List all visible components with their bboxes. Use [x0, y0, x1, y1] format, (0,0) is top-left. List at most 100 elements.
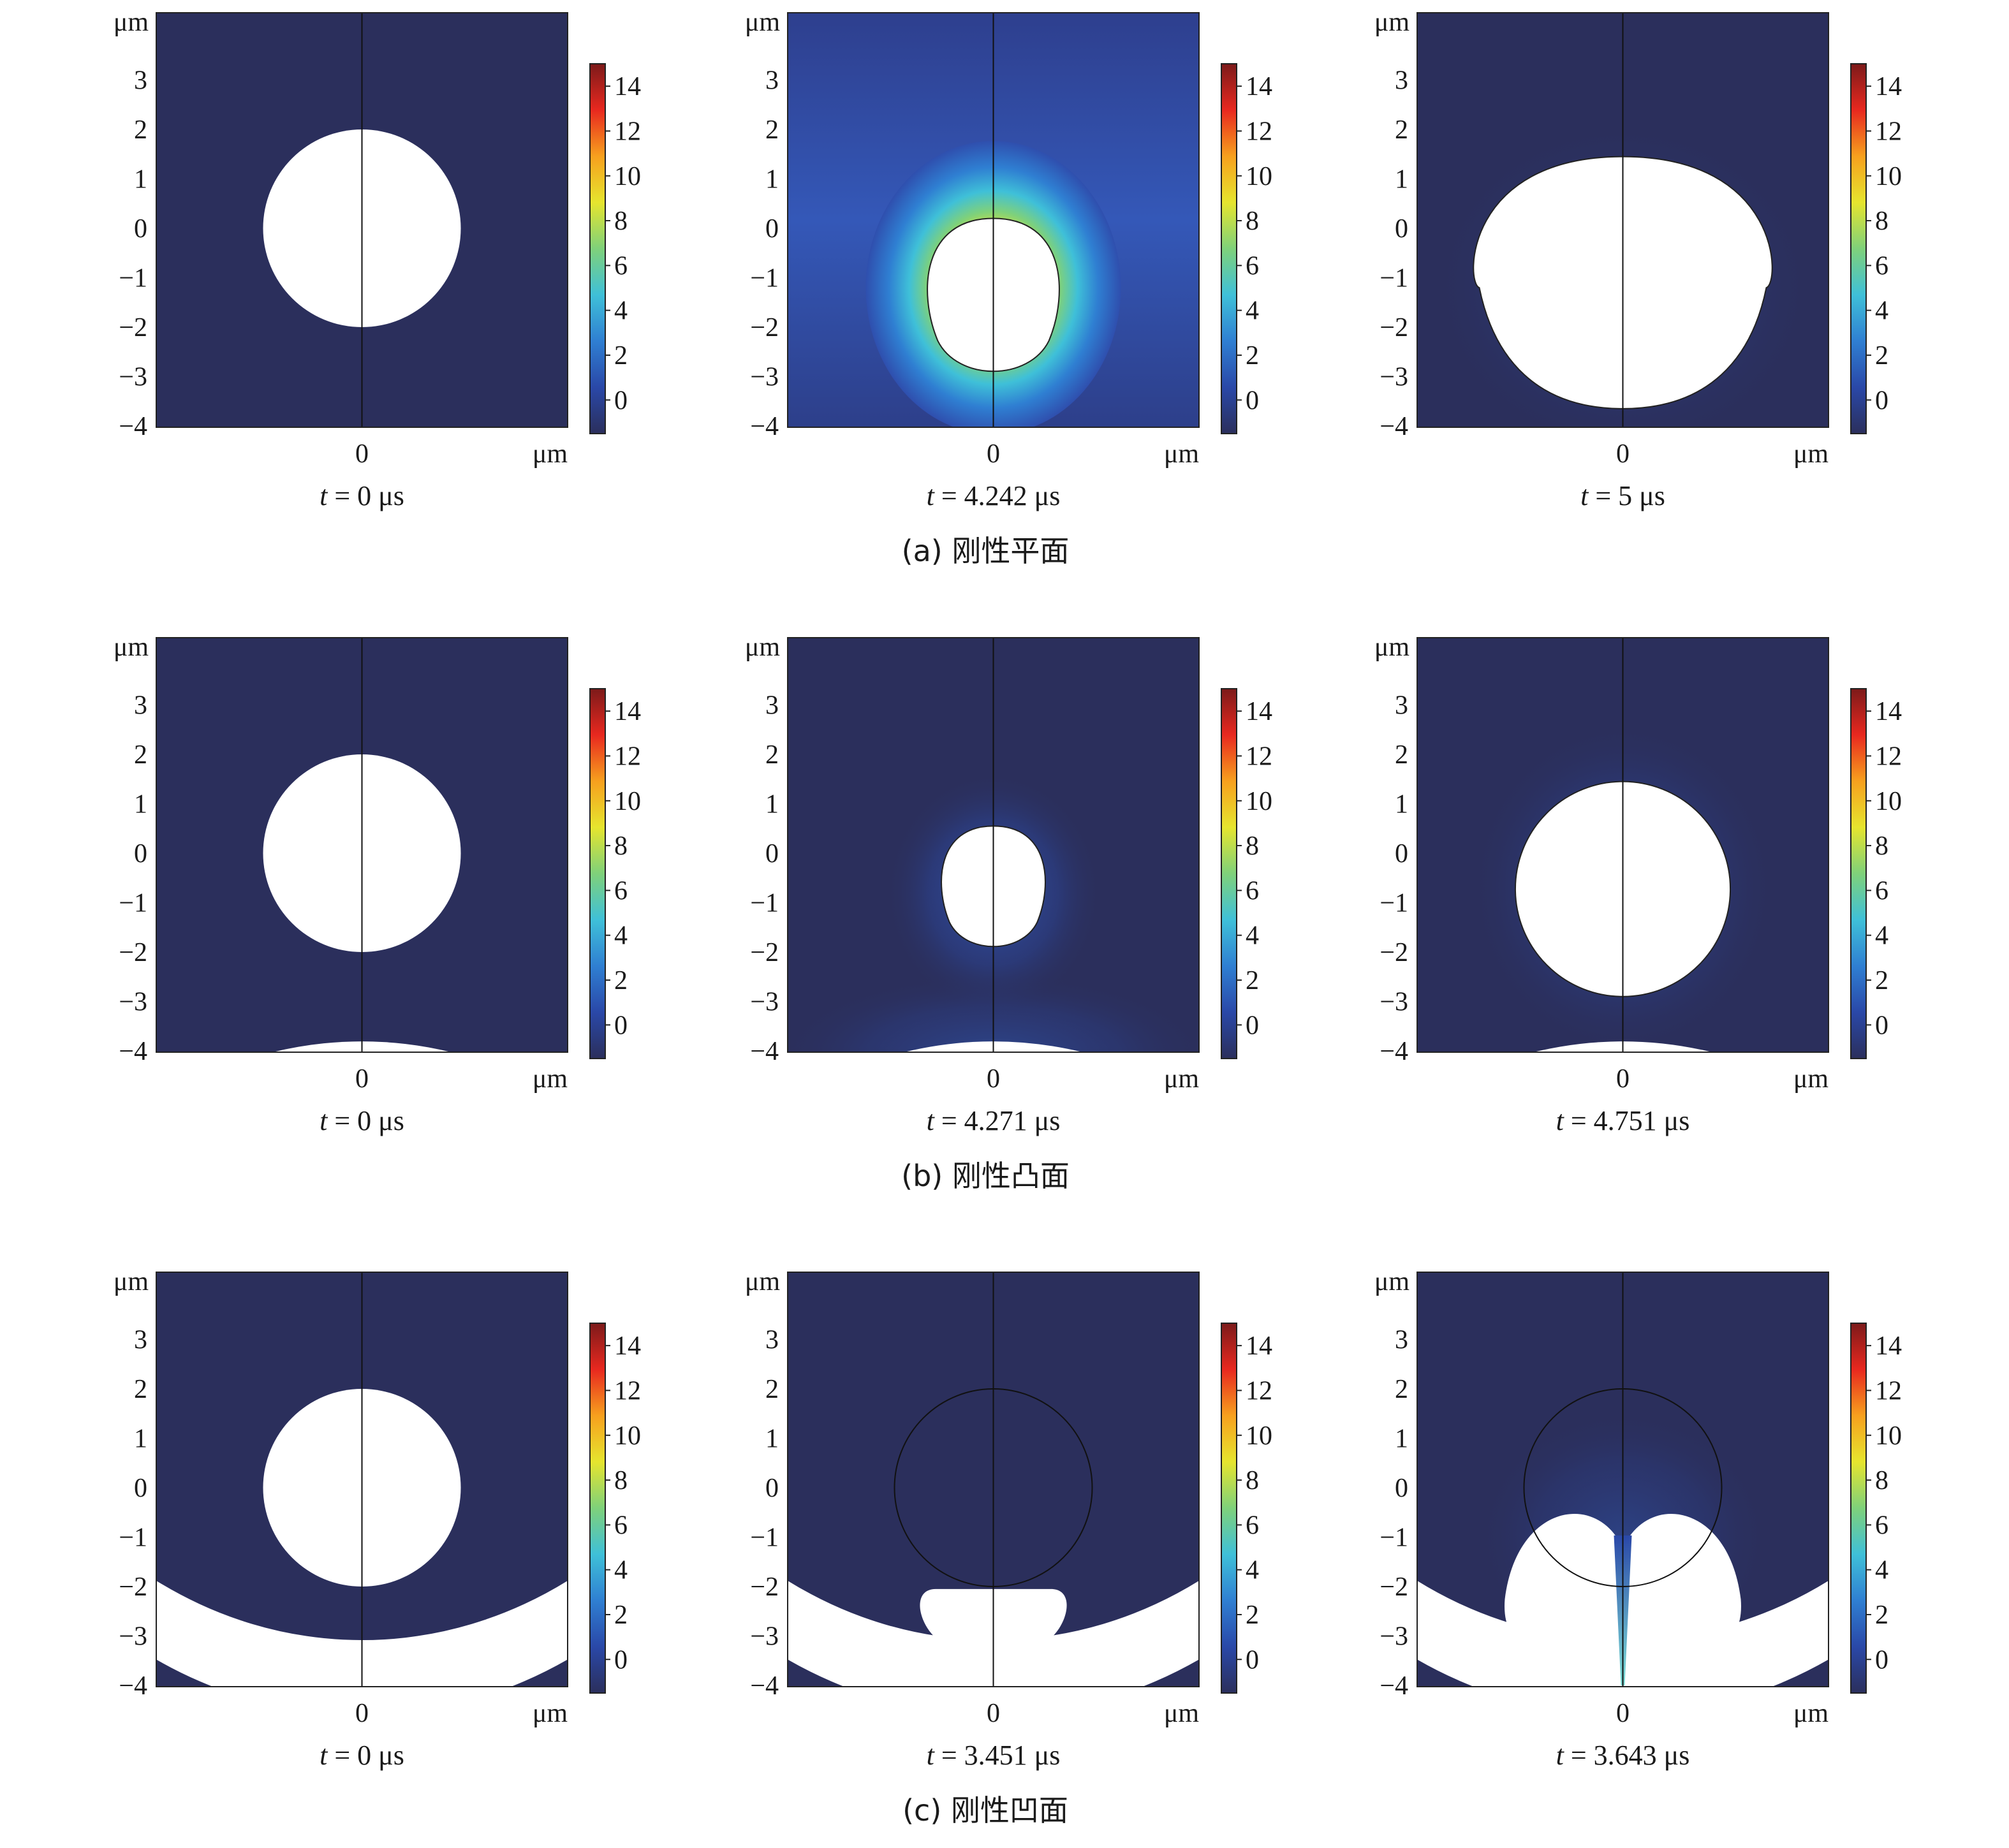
- y-tick-label: −3: [1380, 363, 1408, 392]
- y-tick-label: −3: [1380, 988, 1408, 1017]
- y-tick-label: 3: [134, 691, 147, 721]
- colorbar-tick-label: 4: [1246, 921, 1259, 951]
- colorbar-tick-label: 6: [614, 876, 628, 906]
- colorbar-tick-label: 4: [1875, 297, 1888, 326]
- colorbar-tick-label: 14: [614, 1331, 641, 1361]
- y-tick-label: −2: [1380, 313, 1408, 342]
- y-tick-label: −3: [1380, 1622, 1408, 1652]
- colorbar-tick-label: 2: [614, 341, 628, 370]
- colorbar-tick-label: 4: [1875, 1556, 1888, 1585]
- colorbar-tick-label: 14: [1875, 72, 1902, 101]
- row-captions: (a) 刚性平面 (b) 刚性凸面 (c) 刚性凹面: [901, 534, 1070, 1828]
- y-tick-label: 0: [134, 214, 147, 244]
- colorbar-tick-label: 6: [614, 251, 628, 281]
- x-axis-unit: μm: [533, 1064, 568, 1094]
- colorbar-tick-label: 14: [614, 72, 641, 101]
- y-tick-label: 0: [765, 839, 779, 869]
- y-tick-label: −3: [119, 1622, 147, 1652]
- y-tick-label: 0: [765, 1474, 779, 1503]
- colorbar-tick-label: 14: [1246, 1331, 1272, 1361]
- colorbar-tick-label: 2: [614, 1601, 628, 1630]
- y-tick-label: 1: [1395, 790, 1408, 819]
- y-tick-label: 0: [765, 214, 779, 244]
- y-axis-unit: μm: [1374, 8, 1410, 37]
- colorbar-tick-label: 0: [1875, 1645, 1888, 1675]
- colorbar-tick-label: 10: [1246, 162, 1272, 191]
- y-tick-label: 1: [765, 790, 779, 819]
- y-axis-unit: μm: [745, 1267, 781, 1296]
- y-tick-label: −1: [750, 889, 779, 918]
- y-tick-label: 1: [134, 1425, 147, 1454]
- time-caption: t = 0 μs: [320, 1740, 404, 1771]
- y-tick-label: −3: [119, 363, 147, 392]
- x-axis-unit: μm: [533, 1699, 568, 1728]
- y-axis-unit: μm: [114, 1267, 149, 1296]
- colorbar-tick-label: 10: [614, 1421, 641, 1451]
- plot-frame: [787, 637, 1200, 1053]
- y-tick-label: −4: [1380, 1671, 1408, 1701]
- y-tick-label: −1: [1380, 889, 1408, 918]
- colorbar-tick-label: 6: [1875, 1511, 1888, 1540]
- colorbar: [1221, 1323, 1237, 1694]
- colorbar-tick-label: 6: [1246, 1511, 1259, 1540]
- x-axis-unit: μm: [533, 439, 568, 469]
- y-axis-unit: μm: [114, 8, 149, 37]
- colorbar-tick-label: 0: [1875, 386, 1888, 415]
- colorbar-tick-label: 6: [614, 1511, 628, 1540]
- time-caption: t = 4.242 μs: [927, 480, 1061, 511]
- y-tick-label: 1: [134, 790, 147, 819]
- y-tick-label: −1: [1380, 1523, 1408, 1553]
- time-caption: t = 4.271 μs: [927, 1105, 1061, 1136]
- y-tick-label: −4: [119, 1671, 147, 1701]
- time-caption: t = 0 μs: [320, 480, 404, 511]
- y-tick-label: −2: [119, 1573, 147, 1602]
- colorbar-tick-label: 10: [614, 787, 641, 816]
- x-axis-unit: μm: [1164, 439, 1200, 469]
- y-tick-label: −4: [119, 412, 147, 441]
- y-tick-label: −2: [119, 938, 147, 967]
- time-caption: t = 4.751 μs: [1556, 1105, 1690, 1136]
- y-tick-label: −2: [750, 313, 779, 342]
- colorbar: [589, 1323, 606, 1694]
- colorbar-tick-label: 12: [614, 742, 641, 771]
- colorbar-tick-label: 12: [1246, 117, 1272, 146]
- y-tick-label: 1: [765, 165, 779, 194]
- colorbar-tick-label: 2: [1875, 966, 1888, 995]
- colorbar: [1221, 63, 1237, 434]
- colorbar-tick-label: 12: [1875, 1376, 1902, 1405]
- colorbar-tick-label: 4: [1246, 297, 1259, 326]
- colorbar-tick-label: 10: [1246, 787, 1272, 816]
- y-tick-label: 3: [1395, 1326, 1408, 1355]
- x-tick-label: 0: [1616, 1064, 1630, 1094]
- y-axis-unit: μm: [1374, 1267, 1410, 1296]
- row-caption: (b) 刚性凸面: [901, 1159, 1070, 1193]
- rigid-concave-wall: [156, 1580, 568, 1687]
- y-tick-label: 1: [1395, 165, 1408, 194]
- colorbar-tick-label: 10: [1875, 787, 1902, 816]
- colorbar: [1850, 63, 1867, 434]
- y-tick-label: −3: [119, 988, 147, 1017]
- y-tick-label: −2: [750, 938, 779, 967]
- colorbar-tick-label: 4: [614, 297, 628, 326]
- x-tick-label: 0: [355, 1064, 369, 1094]
- colorbar: [1850, 688, 1867, 1059]
- y-tick-label: 3: [765, 1326, 779, 1355]
- x-axis-unit: μm: [1164, 1064, 1200, 1094]
- colorbar-tick-label: 8: [1246, 832, 1259, 861]
- colorbar-tick-label: 0: [1246, 1011, 1259, 1040]
- colorbar-tick-label: 6: [1246, 251, 1259, 281]
- colorbar-tick-label: 6: [1875, 876, 1888, 906]
- x-axis-unit: μm: [1793, 1699, 1829, 1728]
- colorbar: [589, 63, 606, 434]
- plot-frame: [156, 1272, 568, 1687]
- colorbar-tick-label: 2: [614, 966, 628, 995]
- colorbar-tick-label: 8: [1875, 1466, 1888, 1495]
- colorbar-tick-label: 12: [1246, 1376, 1272, 1405]
- plot-frame: [787, 12, 1200, 428]
- colorbar-tick-label: 14: [1246, 697, 1272, 726]
- y-tick-label: 1: [1395, 1425, 1408, 1454]
- colorbar-tick-label: 2: [1875, 341, 1888, 370]
